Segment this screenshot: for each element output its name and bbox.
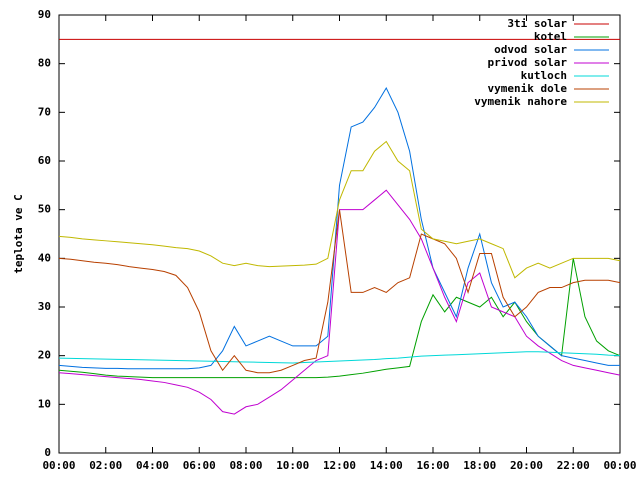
series-line: [58, 351, 621, 364]
x-tick-label: 20:00: [510, 459, 543, 472]
x-tick-label: 10:00: [276, 459, 309, 472]
x-tick-label: 04:00: [136, 459, 169, 472]
x-tick-label: 00:00: [42, 459, 75, 472]
x-tick-label: 02:00: [89, 459, 122, 472]
y-tick-label: 10: [38, 397, 51, 410]
y-tick-label: 70: [38, 105, 51, 118]
y-tick-label: 40: [38, 251, 51, 264]
legend-label: odvod solar: [494, 43, 567, 56]
x-tick-label: 14:00: [370, 459, 403, 472]
x-tick-label: 12:00: [323, 459, 356, 472]
legend-label: 3ti solar: [507, 17, 567, 30]
x-tick-label: 16:00: [416, 459, 449, 472]
y-tick-label: 30: [38, 300, 51, 313]
series-line: [58, 258, 621, 379]
legend-label: vymenik nahore: [474, 95, 567, 108]
series-line: [58, 140, 621, 279]
y-tick-label: 0: [44, 446, 51, 459]
y-axis-label: teplota ve C: [12, 194, 25, 273]
legend-label: kotel: [534, 30, 567, 43]
y-tick-label: 60: [38, 154, 51, 167]
y-tick-label: 20: [38, 349, 51, 362]
legend-label: vymenik dole: [488, 82, 568, 95]
x-tick-label: 18:00: [463, 459, 496, 472]
y-tick-label: 50: [38, 203, 51, 216]
y-tick-label: 90: [38, 8, 51, 21]
x-tick-label: 06:00: [183, 459, 216, 472]
y-tick-label: 80: [38, 57, 51, 70]
x-tick-label: 22:00: [557, 459, 590, 472]
x-tick-label: 00:00: [603, 459, 636, 472]
x-tick-label: 08:00: [229, 459, 262, 472]
series-line: [58, 86, 620, 370]
legend-label: kutloch: [521, 69, 567, 82]
series-line: [58, 209, 621, 374]
legend-label: privod solar: [488, 56, 568, 69]
